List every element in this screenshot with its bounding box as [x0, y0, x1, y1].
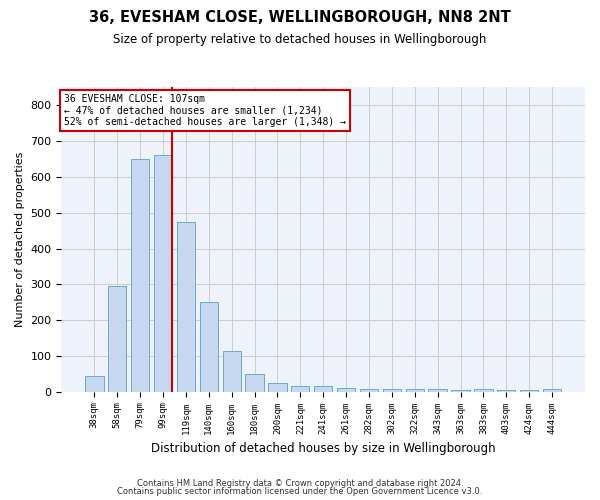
Bar	[314, 386, 332, 392]
Bar	[520, 390, 538, 392]
Bar	[406, 389, 424, 392]
Text: 36, EVESHAM CLOSE, WELLINGBOROUGH, NN8 2NT: 36, EVESHAM CLOSE, WELLINGBOROUGH, NN8 2…	[89, 10, 511, 25]
Bar	[200, 302, 218, 392]
Bar	[543, 389, 561, 392]
X-axis label: Distribution of detached houses by size in Wellingborough: Distribution of detached houses by size …	[151, 442, 496, 455]
Bar	[245, 374, 264, 392]
Bar	[383, 389, 401, 392]
Bar	[337, 388, 355, 392]
Y-axis label: Number of detached properties: Number of detached properties	[15, 152, 25, 328]
Bar	[154, 156, 172, 392]
Bar	[497, 390, 515, 392]
Text: Contains public sector information licensed under the Open Government Licence v3: Contains public sector information licen…	[118, 487, 482, 496]
Bar	[223, 350, 241, 392]
Bar	[291, 386, 310, 392]
Text: Contains HM Land Registry data © Crown copyright and database right 2024.: Contains HM Land Registry data © Crown c…	[137, 478, 463, 488]
Bar	[428, 389, 447, 392]
Bar	[474, 389, 493, 392]
Text: Size of property relative to detached houses in Wellingborough: Size of property relative to detached ho…	[113, 32, 487, 46]
Bar	[131, 159, 149, 392]
Bar	[451, 390, 470, 392]
Bar	[268, 382, 287, 392]
Text: 36 EVESHAM CLOSE: 107sqm
← 47% of detached houses are smaller (1,234)
52% of sem: 36 EVESHAM CLOSE: 107sqm ← 47% of detach…	[64, 94, 346, 127]
Bar	[85, 376, 104, 392]
Bar	[108, 286, 127, 392]
Bar	[360, 389, 378, 392]
Bar	[177, 222, 195, 392]
